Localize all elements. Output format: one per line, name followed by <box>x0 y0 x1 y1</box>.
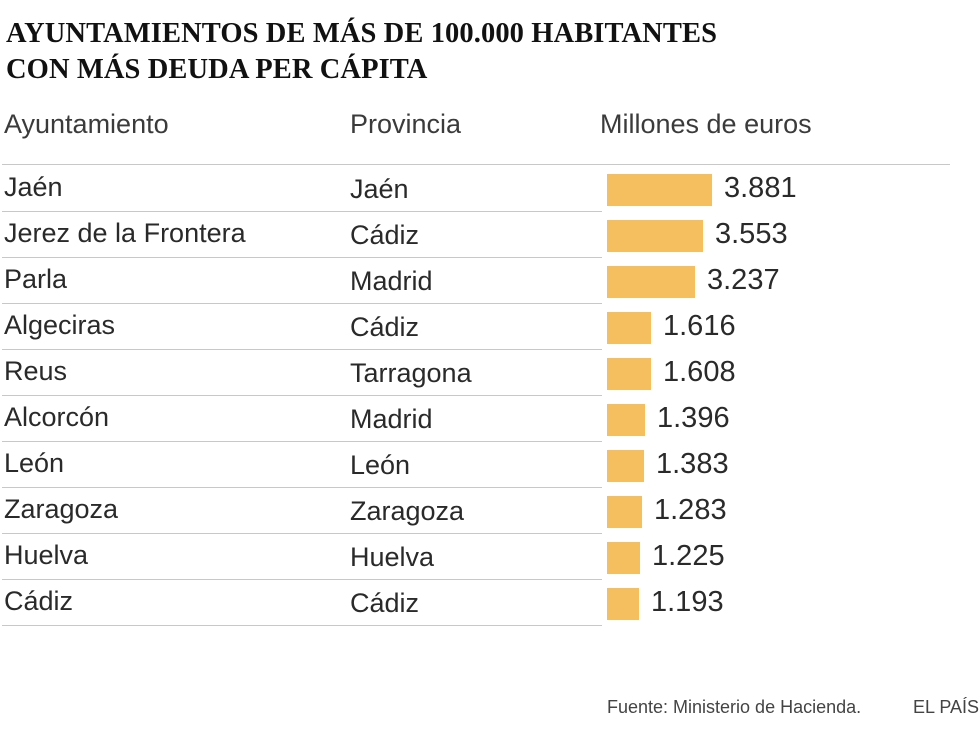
value-label: 1.396 <box>657 402 730 434</box>
table-row: Reus Tarragona 1.608 <box>0 350 980 396</box>
value-label: 1.283 <box>654 494 727 526</box>
table-row: Huelva Huelva 1.225 <box>0 534 980 580</box>
source-note: Fuente: Ministerio de Hacienda. <box>607 697 862 717</box>
value-label: 1.608 <box>663 356 736 388</box>
value-label: 1.225 <box>652 540 725 572</box>
table-row: Parla Madrid 3.237 <box>0 258 980 304</box>
province-label: Madrid <box>350 404 433 434</box>
table-row: Zaragoza Zaragoza 1.283 <box>0 488 980 534</box>
province-label: Jaén <box>350 174 409 204</box>
bar <box>607 588 639 620</box>
row-divider <box>2 533 336 534</box>
table-row: Algeciras Cádiz 1.616 <box>0 304 980 350</box>
row-divider <box>2 257 336 258</box>
province-label: Cádiz <box>350 588 420 618</box>
city-label: Jaén <box>4 172 63 202</box>
row-divider <box>2 579 336 580</box>
value-label: 3.237 <box>707 264 780 296</box>
table-row: Alcorcón Madrid 1.396 <box>0 396 980 442</box>
bar <box>607 312 651 344</box>
bar <box>607 542 640 574</box>
city-label: Algeciras <box>4 310 116 340</box>
row-divider <box>2 441 336 442</box>
bar <box>607 496 642 528</box>
row-divider <box>336 487 602 488</box>
city-label: Huelva <box>4 540 89 570</box>
row-divider <box>336 533 602 534</box>
row-divider <box>2 487 336 488</box>
row-divider <box>336 625 602 626</box>
header-divider <box>2 164 950 165</box>
bar <box>607 450 644 482</box>
row-divider <box>2 211 336 212</box>
province-label: Cádiz <box>350 312 420 342</box>
value-label: 3.881 <box>724 172 797 204</box>
table-row: Cádiz Cádiz 1.193 <box>0 580 980 626</box>
row-divider <box>336 441 602 442</box>
city-label: Reus <box>4 356 68 386</box>
province-label: Cádiz <box>350 220 420 250</box>
value-label: 1.616 <box>663 310 736 342</box>
bar <box>607 174 712 206</box>
header-province: Provincia <box>350 109 462 139</box>
header-city: Ayuntamiento <box>4 109 169 139</box>
city-label: Parla <box>4 264 68 294</box>
row-divider <box>2 349 336 350</box>
row-divider <box>336 395 602 396</box>
value-label: 3.553 <box>715 218 788 250</box>
province-label: Huelva <box>350 542 435 572</box>
province-label: Madrid <box>350 266 433 296</box>
table-row: León León 1.383 <box>0 442 980 488</box>
brand-label: EL PAÍS <box>913 697 980 717</box>
row-divider <box>336 211 602 212</box>
row-divider <box>2 395 336 396</box>
row-divider <box>336 303 602 304</box>
city-label: Alcorcón <box>4 402 110 432</box>
province-label: Tarragona <box>350 358 472 388</box>
title-line-1: AYUNTAMIENTOS DE MÁS DE 100.000 HABITANT… <box>6 18 718 49</box>
city-label: Cádiz <box>4 586 74 616</box>
bar <box>607 404 645 436</box>
province-label: Zaragoza <box>350 496 465 526</box>
city-label: Jerez de la Frontera <box>4 218 246 248</box>
value-label: 1.193 <box>651 586 724 618</box>
row-divider <box>2 625 336 626</box>
bar <box>607 358 651 390</box>
city-label: León <box>4 448 65 478</box>
table-row: Jaén Jaén 3.881 <box>0 166 980 212</box>
row-divider <box>336 579 602 580</box>
title-line-2: CON MÁS DEUDA PER CÁPITA <box>6 54 428 85</box>
bar <box>607 266 695 298</box>
city-label: Zaragoza <box>4 494 119 524</box>
province-label: León <box>350 450 411 480</box>
value-label: 1.383 <box>656 448 729 480</box>
row-divider <box>336 349 602 350</box>
table-row: Jerez de la Frontera Cádiz 3.553 <box>0 212 980 258</box>
row-divider <box>2 303 336 304</box>
chart-title: AYUNTAMIENTOS DE MÁS DE 100.000 HABITANT… <box>6 16 966 88</box>
bar <box>607 220 703 252</box>
row-divider <box>336 257 602 258</box>
header-value: Millones de euros <box>600 109 812 139</box>
